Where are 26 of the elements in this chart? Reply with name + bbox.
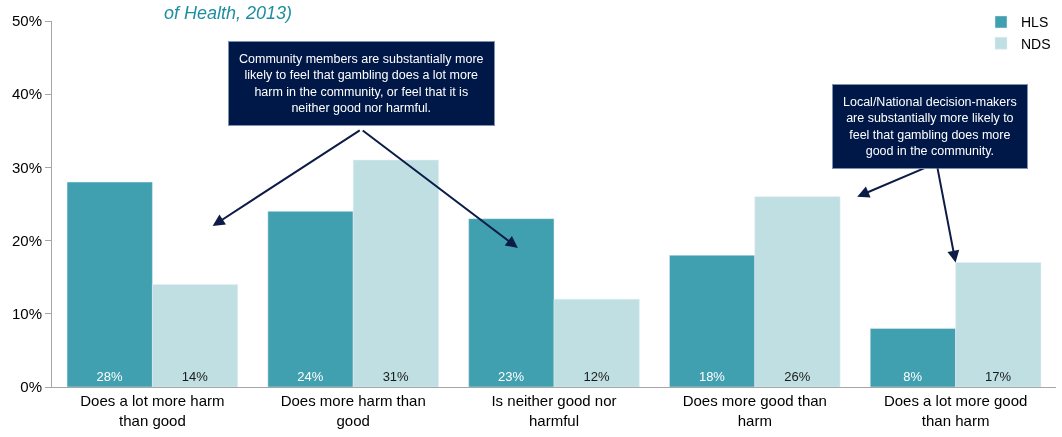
- y-tick-label: 50%: [11, 12, 42, 30]
- data-label: 17%: [985, 369, 1012, 384]
- annotation: Local/National decision-makers are substantially more likely to feel that gambling does more good in the community.: [843, 95, 1017, 158]
- x-tick-label: Is neither good nor harmful: [491, 392, 617, 429]
- legend-label: NDS: [1021, 35, 1051, 52]
- y-tick-label: 0%: [20, 378, 42, 396]
- data-label: 28%: [96, 369, 123, 384]
- data-label: 14%: [181, 369, 209, 384]
- y-tick-label: 40%: [11, 85, 42, 103]
- x-tick-label: Does more good than harm: [682, 392, 827, 429]
- x-tick-label: Does more harm than good: [280, 392, 426, 429]
- annotation: Community members are substantially more likely to feel that gambling does a lot more harm in the community, or feel that it is neither good nor harmful.: [239, 52, 484, 115]
- data-label: 31%: [382, 369, 410, 384]
- legend-label: HLS: [1021, 14, 1049, 31]
- chart-title: of Health, 2013): [164, 3, 293, 23]
- data-label: 8%: [903, 369, 923, 384]
- y-tick-label: 20%: [11, 231, 42, 249]
- data-label: 18%: [698, 369, 726, 384]
- y-tick-label: 10%: [11, 305, 42, 323]
- y-tick-label: 30%: [11, 158, 42, 176]
- x-tick-label: Does a lot more harm than good: [80, 392, 225, 429]
- x-tick-label: Does a lot more good than harm: [883, 392, 1028, 429]
- data-label: 24%: [297, 369, 324, 384]
- data-label: 12%: [583, 369, 610, 384]
- data-label: 23%: [498, 369, 525, 384]
- data-label: 26%: [784, 369, 811, 384]
